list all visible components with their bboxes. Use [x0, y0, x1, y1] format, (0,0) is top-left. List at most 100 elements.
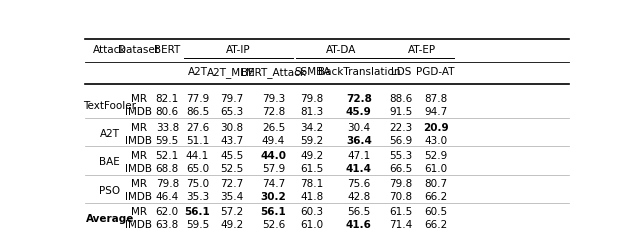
Text: A2T: A2T — [100, 129, 120, 139]
Text: 51.1: 51.1 — [186, 136, 209, 146]
Text: 57.9: 57.9 — [262, 164, 285, 174]
Text: 80.6: 80.6 — [156, 108, 179, 118]
Text: 52.9: 52.9 — [424, 151, 447, 161]
Text: 52.1: 52.1 — [156, 151, 179, 161]
Text: AT-IP: AT-IP — [227, 45, 251, 55]
Text: 63.8: 63.8 — [156, 220, 179, 230]
Text: 35.3: 35.3 — [186, 192, 209, 202]
Text: 57.2: 57.2 — [220, 207, 243, 217]
Text: 88.6: 88.6 — [389, 94, 413, 104]
Text: 74.7: 74.7 — [262, 179, 285, 189]
Text: BERT: BERT — [154, 45, 180, 55]
Text: PSO: PSO — [99, 186, 120, 196]
Text: 80.7: 80.7 — [424, 179, 447, 189]
Text: SSMBA: SSMBA — [294, 67, 330, 77]
Text: 45.9: 45.9 — [346, 108, 372, 118]
Text: Attack: Attack — [93, 45, 127, 55]
Text: 65.0: 65.0 — [186, 164, 209, 174]
Text: 66.5: 66.5 — [389, 164, 413, 174]
Text: 46.4: 46.4 — [156, 192, 179, 202]
Text: 59.5: 59.5 — [186, 220, 209, 230]
Text: 30.4: 30.4 — [347, 123, 371, 133]
Text: 79.3: 79.3 — [262, 94, 285, 104]
Text: AT-EP: AT-EP — [408, 45, 436, 55]
Text: 49.2: 49.2 — [301, 151, 324, 161]
Text: 56.1: 56.1 — [260, 207, 286, 217]
Text: 44.1: 44.1 — [186, 151, 209, 161]
Text: 91.5: 91.5 — [389, 108, 413, 118]
Text: A2T_MLM: A2T_MLM — [207, 67, 256, 78]
Text: 30.2: 30.2 — [260, 192, 286, 202]
Text: 36.4: 36.4 — [346, 136, 372, 146]
Text: 60.3: 60.3 — [301, 207, 324, 217]
Text: 34.2: 34.2 — [301, 123, 324, 133]
Text: BackTranslation: BackTranslation — [317, 67, 400, 77]
Text: 72.8: 72.8 — [346, 94, 372, 104]
Text: MR: MR — [131, 207, 147, 217]
Text: 72.7: 72.7 — [220, 179, 243, 189]
Text: PGD-AT: PGD-AT — [417, 67, 455, 77]
Text: 49.2: 49.2 — [220, 220, 243, 230]
Text: 59.5: 59.5 — [156, 136, 179, 146]
Text: TextFooler: TextFooler — [83, 101, 136, 111]
Text: 86.5: 86.5 — [186, 108, 209, 118]
Text: 75.6: 75.6 — [347, 179, 371, 189]
Text: 42.8: 42.8 — [347, 192, 371, 202]
Text: 87.8: 87.8 — [424, 94, 447, 104]
Text: A2T: A2T — [188, 67, 207, 77]
Text: BAE: BAE — [99, 157, 120, 167]
Text: 41.6: 41.6 — [346, 220, 372, 230]
Text: IMDB: IMDB — [125, 108, 152, 118]
Text: Dataset: Dataset — [118, 45, 159, 55]
Text: 61.5: 61.5 — [301, 164, 324, 174]
Text: 66.2: 66.2 — [424, 192, 447, 202]
Text: 77.9: 77.9 — [186, 94, 209, 104]
Text: IMDB: IMDB — [125, 164, 152, 174]
Text: 41.4: 41.4 — [346, 164, 372, 174]
Text: MR: MR — [131, 151, 147, 161]
Text: MR: MR — [131, 123, 147, 133]
Text: 59.2: 59.2 — [301, 136, 324, 146]
Text: 79.7: 79.7 — [220, 94, 243, 104]
Text: 70.8: 70.8 — [389, 192, 412, 202]
Text: 94.7: 94.7 — [424, 108, 447, 118]
Text: 30.8: 30.8 — [220, 123, 243, 133]
Text: 62.0: 62.0 — [156, 207, 179, 217]
Text: IMDB: IMDB — [125, 136, 152, 146]
Text: 78.1: 78.1 — [301, 179, 324, 189]
Text: 71.4: 71.4 — [389, 220, 413, 230]
Text: 82.1: 82.1 — [156, 94, 179, 104]
Text: 41.8: 41.8 — [301, 192, 324, 202]
Text: 43.7: 43.7 — [220, 136, 243, 146]
Text: 65.3: 65.3 — [220, 108, 243, 118]
Text: 22.3: 22.3 — [389, 123, 413, 133]
Text: 75.0: 75.0 — [186, 179, 209, 189]
Text: 79.8: 79.8 — [389, 179, 413, 189]
Text: 45.5: 45.5 — [220, 151, 243, 161]
Text: 61.5: 61.5 — [389, 207, 413, 217]
Text: 26.5: 26.5 — [262, 123, 285, 133]
Text: 56.1: 56.1 — [185, 207, 211, 217]
Text: 68.8: 68.8 — [156, 164, 179, 174]
Text: 44.0: 44.0 — [260, 151, 287, 161]
Text: LDS: LDS — [391, 67, 411, 77]
Text: 60.5: 60.5 — [424, 207, 447, 217]
Text: 47.1: 47.1 — [347, 151, 371, 161]
Text: 52.6: 52.6 — [262, 220, 285, 230]
Text: AT-DA: AT-DA — [326, 45, 356, 55]
Text: 61.0: 61.0 — [424, 164, 447, 174]
Text: 56.5: 56.5 — [347, 207, 371, 217]
Text: BERT_Attack: BERT_Attack — [241, 67, 306, 78]
Text: IMDB: IMDB — [125, 192, 152, 202]
Text: MR: MR — [131, 94, 147, 104]
Text: 56.9: 56.9 — [389, 136, 413, 146]
Text: 43.0: 43.0 — [424, 136, 447, 146]
Text: 81.3: 81.3 — [301, 108, 324, 118]
Text: 20.9: 20.9 — [423, 123, 449, 133]
Text: 33.8: 33.8 — [156, 123, 179, 133]
Text: Average: Average — [86, 214, 134, 224]
Text: 61.0: 61.0 — [301, 220, 324, 230]
Text: 66.2: 66.2 — [424, 220, 447, 230]
Text: 79.8: 79.8 — [301, 94, 324, 104]
Text: 55.3: 55.3 — [389, 151, 413, 161]
